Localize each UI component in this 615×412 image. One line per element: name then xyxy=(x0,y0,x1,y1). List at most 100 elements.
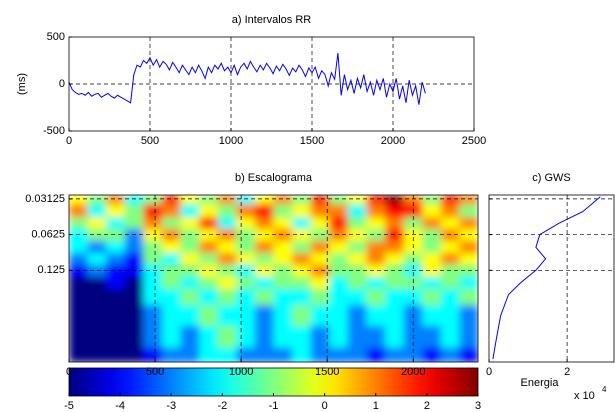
heatmap-cell xyxy=(310,276,330,290)
x-tick-label: 1000 xyxy=(219,135,243,147)
heatmap-cell xyxy=(385,195,405,205)
heatmap-cell xyxy=(254,240,274,254)
heatmap-cell xyxy=(143,195,163,205)
heatmap-cell xyxy=(124,325,144,349)
heatmap-cell xyxy=(180,264,200,278)
heatmap-cell xyxy=(199,240,219,254)
line xyxy=(68,52,426,105)
heatmap-cell xyxy=(161,347,182,362)
heatmap-cell xyxy=(180,325,200,349)
heatmap-cell xyxy=(385,253,405,266)
heatmap-cell xyxy=(347,228,367,242)
heatmap-cell xyxy=(329,195,349,205)
colorbar-tick-label: 2 xyxy=(424,400,430,412)
heatmap-cell xyxy=(217,204,237,218)
heatmap-cell xyxy=(87,264,107,278)
heatmap-cell xyxy=(199,264,219,278)
heatmap-cell xyxy=(236,264,256,278)
heatmap-cell xyxy=(124,347,144,362)
y-axis-label: (ms) xyxy=(16,73,28,95)
heatmap-cell xyxy=(347,325,367,349)
heatmap-cell xyxy=(440,228,460,242)
heatmap-cell xyxy=(217,217,237,230)
heatmap-cell xyxy=(273,347,293,362)
heatmap-cell xyxy=(106,240,126,254)
heatmap-cell xyxy=(366,276,386,290)
heatmap-cell xyxy=(69,240,89,254)
heatmap-cell xyxy=(69,195,89,205)
heatmap-cell xyxy=(161,228,182,242)
heatmap-cell xyxy=(403,195,423,205)
x-tick-label: 1000 xyxy=(229,366,253,378)
heatmap-cell xyxy=(385,217,405,230)
heatmap-cell xyxy=(459,347,478,362)
heatmap-cell xyxy=(329,228,349,242)
heatmap-cell xyxy=(199,347,219,362)
heatmap-cell xyxy=(440,325,460,349)
chart-title: b) Escalograma xyxy=(235,172,313,184)
x-tick-label: 1500 xyxy=(315,366,339,378)
heatmap-cell xyxy=(106,264,126,278)
heatmap-cell xyxy=(459,228,478,242)
heatmap-cell xyxy=(329,325,349,349)
x-exponent-base: x 10 xyxy=(574,390,595,402)
heatmap xyxy=(69,195,478,362)
heatmap-cell xyxy=(143,325,163,349)
heatmap-cell xyxy=(254,347,274,362)
heatmap-cell xyxy=(217,276,237,290)
heatmap-cell xyxy=(69,217,89,230)
heatmap-cell xyxy=(292,240,312,254)
colorbar-tick-label: 3 xyxy=(475,400,481,412)
colorbar-tick-label: 1 xyxy=(373,400,379,412)
heatmap-cell xyxy=(87,204,107,218)
heatmap-cell xyxy=(124,276,144,290)
heatmap-cell xyxy=(69,347,89,362)
colorbar-tick-label: -2 xyxy=(217,400,227,412)
heatmap-cell xyxy=(254,288,274,306)
heatmap-cell xyxy=(199,204,219,218)
heatmap-cell xyxy=(273,240,293,254)
heatmap-cell xyxy=(180,195,200,205)
heatmap-cell xyxy=(329,347,349,362)
heatmap-cell xyxy=(236,253,256,266)
heatmap-cell xyxy=(199,276,219,290)
x-tick-label: 2500 xyxy=(462,135,486,147)
plot-area xyxy=(492,196,601,360)
heatmap-cell xyxy=(310,228,330,242)
heatmap-cell xyxy=(254,276,274,290)
heatmap-cell xyxy=(199,228,219,242)
heatmap-cell xyxy=(422,253,442,266)
heatmap-cell xyxy=(87,253,107,266)
heatmap-cell xyxy=(124,217,144,230)
heatmap-cell xyxy=(459,276,478,290)
heatmap-cell xyxy=(292,253,312,266)
heatmap-cell xyxy=(236,228,256,242)
y-tick-label: 0.125 xyxy=(37,264,65,276)
axes-frame xyxy=(68,36,475,132)
heatmap-cell xyxy=(161,325,182,349)
plot-area xyxy=(69,195,478,362)
heatmap-cell xyxy=(366,228,386,242)
heatmap-cell xyxy=(273,276,293,290)
heatmap-cell xyxy=(87,195,107,205)
x-tick-label: 0 xyxy=(66,366,72,378)
heatmap-cell xyxy=(403,347,423,362)
colorbar-tick-label: -3 xyxy=(166,400,176,412)
x-exponent: 4 xyxy=(602,385,607,394)
heatmap-cell xyxy=(292,204,312,218)
heatmap-cell xyxy=(87,305,107,327)
heatmap-cell xyxy=(366,240,386,254)
heatmap-cell xyxy=(403,288,423,306)
heatmap-cell xyxy=(124,195,144,205)
heatmap-cell xyxy=(422,228,442,242)
line xyxy=(492,196,601,360)
x-tick-label: 2000 xyxy=(381,135,405,147)
heatmap-cell xyxy=(273,264,293,278)
heatmap-cell xyxy=(366,204,386,218)
heatmap-cell xyxy=(310,325,330,349)
heatmap-cell xyxy=(459,264,478,278)
heatmap-cell xyxy=(310,264,330,278)
heatmap-cell xyxy=(403,264,423,278)
heatmap-cell xyxy=(87,325,107,349)
